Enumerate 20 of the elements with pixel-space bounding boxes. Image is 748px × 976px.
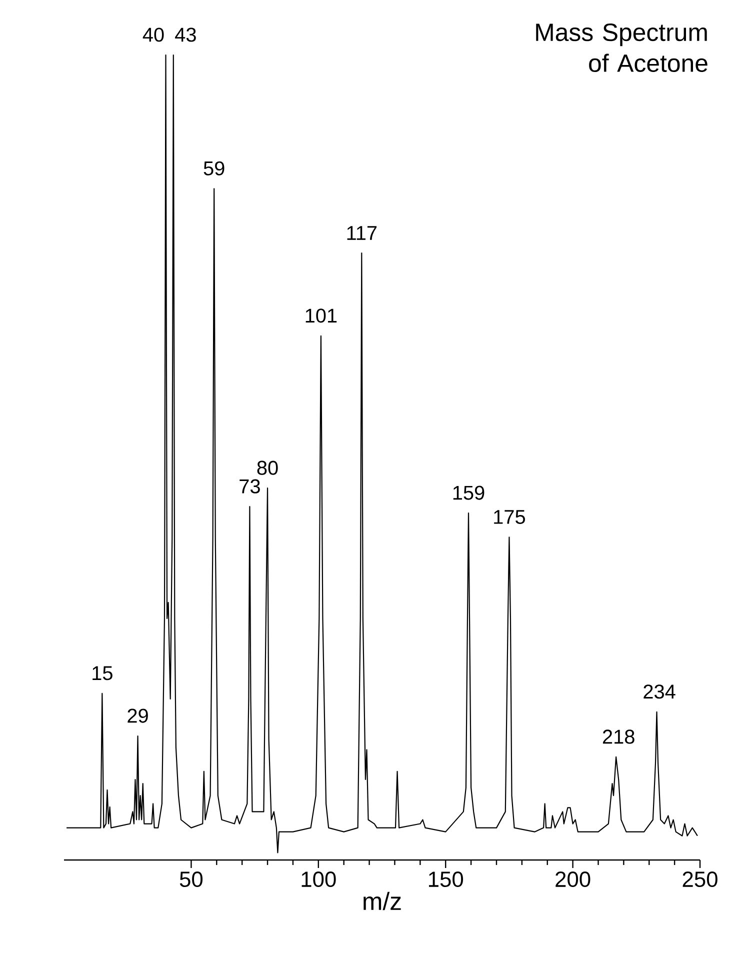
annotation: 29: [128, 708, 148, 723]
annotation: 80: [257, 460, 278, 475]
x-tick-label: 150: [428, 872, 464, 888]
chart-title: Mass Spectrum of Acetone: [536, 24, 708, 72]
annotation: 159: [453, 486, 484, 500]
x-tick-label: 200: [556, 872, 590, 888]
x-tick-label: 250: [682, 872, 718, 888]
annotation: 59: [204, 161, 224, 176]
x-axis-title: m/z: [364, 892, 401, 910]
annotation: 175: [494, 510, 525, 524]
annotation: 40: [142, 28, 164, 42]
x-tick-label: 100: [302, 872, 336, 888]
annotation: 43: [175, 28, 196, 42]
x-tick-label: 50: [180, 872, 203, 888]
annotation: 15: [92, 666, 112, 680]
annotation: 101: [306, 308, 337, 323]
annotation: 218: [602, 730, 634, 744]
annotation: 234: [644, 684, 676, 699]
annotation: 117: [347, 226, 377, 240]
annotation: 73: [240, 479, 260, 494]
